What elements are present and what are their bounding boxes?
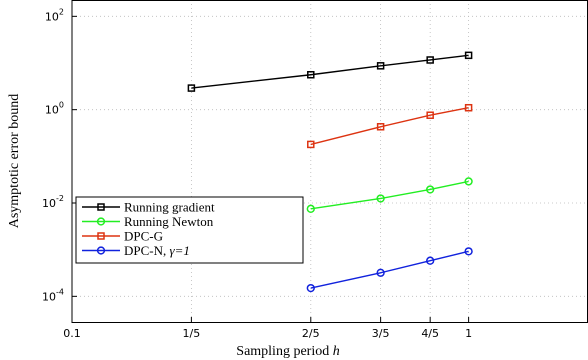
data-point <box>187 84 196 92</box>
series-0 <box>187 51 473 92</box>
data-point <box>464 51 473 60</box>
y-tick-label: 10-2 <box>42 194 64 210</box>
y-tick-label: 102 <box>45 7 64 23</box>
legend-marker <box>96 217 106 226</box>
x-tick-label: 1 <box>465 327 472 340</box>
series-2 <box>307 103 473 149</box>
y-axis: 10-4 10-2 100 102 <box>42 7 77 303</box>
data-point <box>306 204 315 213</box>
x-tick-label: 1/5 <box>183 327 201 340</box>
series-1 <box>306 177 473 213</box>
data-point <box>307 140 315 149</box>
series-line <box>310 180 469 210</box>
y-tick-label: 100 <box>45 101 64 117</box>
x-tick-label: 0.1 <box>63 327 81 340</box>
legend-marker <box>96 246 106 255</box>
data-point <box>306 283 315 293</box>
data-point <box>376 268 385 277</box>
legend-box <box>75 196 304 264</box>
data-point <box>426 56 434 64</box>
legend-entry: Running gradient <box>124 200 215 215</box>
legend-entry: DPC-G <box>124 229 163 244</box>
y-tick-label: 10-4 <box>42 287 64 303</box>
series-line <box>310 250 469 289</box>
series-3 <box>306 247 473 293</box>
y-axis-title: Asymptotic error bound <box>7 94 22 229</box>
series-layer <box>187 51 473 293</box>
legend-entry: Running Newton <box>124 214 214 229</box>
x-tick-label: 3/5 <box>372 327 390 340</box>
data-point <box>376 62 385 70</box>
grid <box>71 0 588 322</box>
series-line <box>191 54 469 89</box>
x-axis: 0.1 1/5 2/5 3/5 4/5 1 <box>63 317 472 340</box>
x-tick-label: 2/5 <box>302 327 320 340</box>
data-point <box>464 247 473 256</box>
data-point <box>464 177 473 186</box>
series-line <box>310 107 469 146</box>
legend-marker <box>97 232 105 240</box>
data-point <box>464 103 473 112</box>
legend-marker <box>97 203 105 211</box>
x-axis-title: Sampling period h <box>236 344 339 359</box>
legend-entry: DPC-N, γ=1 <box>124 243 190 258</box>
data-point <box>426 111 434 119</box>
data-point <box>307 71 315 79</box>
x-tick-label: 4/5 <box>421 327 439 340</box>
data-point <box>376 194 385 203</box>
data-point <box>376 123 385 131</box>
plot-frame <box>71 0 588 323</box>
data-point <box>426 256 435 265</box>
data-point <box>426 185 435 194</box>
